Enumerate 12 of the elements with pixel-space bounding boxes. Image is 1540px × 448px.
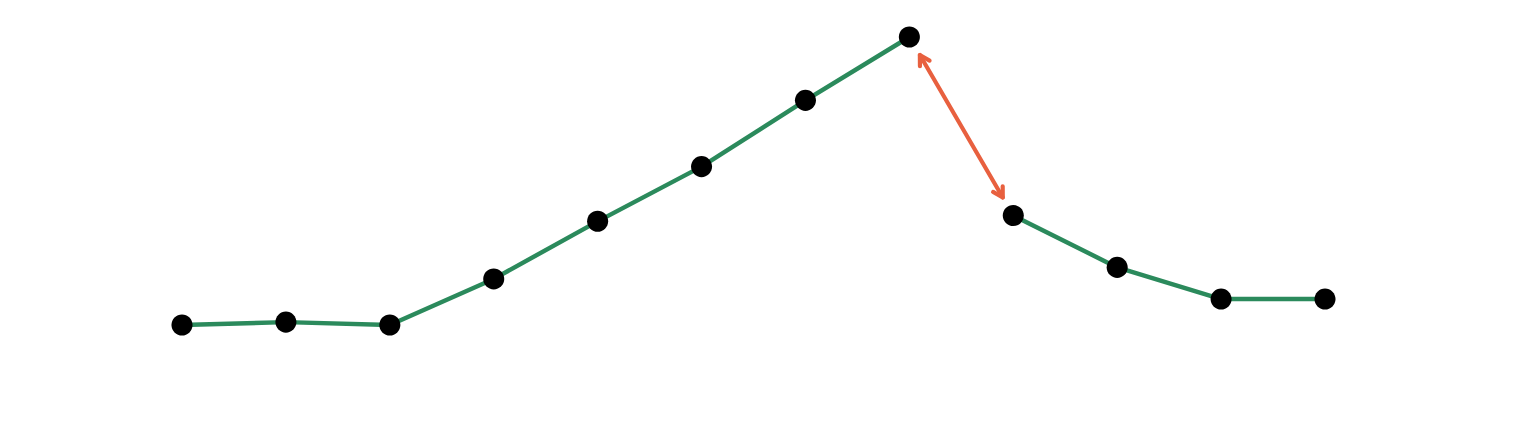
point <box>1210 288 1232 310</box>
point <box>1106 256 1128 278</box>
point <box>1314 288 1336 310</box>
point <box>171 314 193 336</box>
point <box>379 314 401 336</box>
point <box>275 311 297 333</box>
point <box>691 156 713 178</box>
point <box>898 26 920 48</box>
point <box>1002 205 1024 227</box>
point <box>794 89 816 111</box>
point <box>587 210 609 232</box>
point <box>483 268 505 290</box>
